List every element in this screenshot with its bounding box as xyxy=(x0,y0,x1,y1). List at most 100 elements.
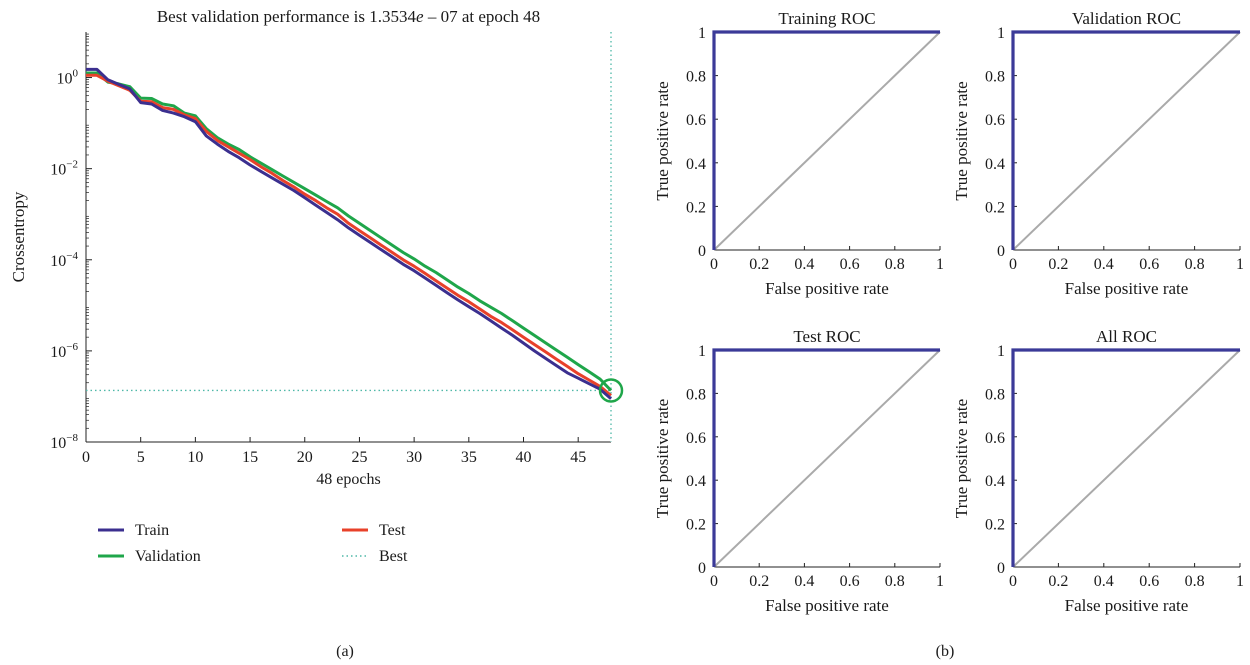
perf-x-tick-label: 30 xyxy=(406,449,422,466)
roc-validation-y-tick-label: 1 xyxy=(997,25,1005,42)
roc-test-x-tick-label: 0.4 xyxy=(794,573,814,590)
roc-test-y-tick-label: 0.6 xyxy=(686,430,706,447)
roc-validation-y-tick-label: 0 xyxy=(997,243,1005,260)
legend-label-test: Test xyxy=(379,522,406,539)
roc-training-x-tick-label: 0.6 xyxy=(840,256,860,273)
roc-training-y-tick-label: 0.4 xyxy=(686,156,706,173)
roc-validation-diagonal xyxy=(1012,31,1241,251)
roc-test-curve xyxy=(712,348,940,567)
roc-training-y-tick-label: 0 xyxy=(698,243,706,260)
roc-training-y-tick-label: 0.6 xyxy=(686,112,706,129)
roc-test-x-tick-label: 0.6 xyxy=(840,573,860,590)
roc-all-x-tick-label: 0.8 xyxy=(1185,573,1205,590)
roc-training-y-label: True positive rate xyxy=(653,81,672,200)
perf-x-tick-label: 10 xyxy=(187,449,203,466)
roc-validation-x-tick-label: 0.2 xyxy=(1048,256,1068,273)
roc-all-x-tick-label: 0.4 xyxy=(1094,573,1114,590)
roc-validation-x-label: False positive rate xyxy=(1065,279,1189,298)
train-line xyxy=(86,67,612,400)
roc-all-y-tick-label: 0 xyxy=(997,560,1005,577)
roc-test-x-tick-label: 0.8 xyxy=(885,573,905,590)
legend-label-validation: Validation xyxy=(135,548,201,565)
roc-all-y-tick-label: 0.2 xyxy=(985,517,1005,534)
perf-y-tick-label: 10−2 xyxy=(50,159,78,179)
perf-x-tick-label: 0 xyxy=(82,449,90,466)
roc-all-x-tick-label: 1 xyxy=(1236,573,1244,590)
roc-validation-x-tick-label: 1 xyxy=(1236,256,1244,273)
roc-validation-x-tick-label: 0.8 xyxy=(1185,256,1205,273)
perf-x-tick-label: 5 xyxy=(137,449,145,466)
roc-test-y-tick-label: 0.4 xyxy=(686,473,706,490)
perf-title: Best validation performance is 1.3534e –… xyxy=(157,7,540,26)
panel-label-b: (b) xyxy=(936,643,955,660)
roc-test-x-tick-label: 0.2 xyxy=(749,573,769,590)
perf-y-tick-label: 10−4 xyxy=(50,250,78,270)
roc-all-x-tick-label: 0.6 xyxy=(1139,573,1159,590)
roc-training-x-label: False positive rate xyxy=(765,279,889,298)
roc-validation-x-tick-label: 0 xyxy=(1009,256,1017,273)
perf-x-tick-label: 25 xyxy=(351,449,367,466)
roc-training-title: Training ROC xyxy=(778,9,875,28)
roc-test-title: Test ROC xyxy=(793,327,860,346)
roc-validation-y-tick-label: 0.4 xyxy=(985,156,1005,173)
perf-x-tick-label: 40 xyxy=(516,449,532,466)
roc-test-x-tick-label: 0 xyxy=(710,573,718,590)
roc-test-diagonal xyxy=(713,349,941,568)
perf-y-label: Crossentropy xyxy=(9,191,28,282)
roc-training-x-tick-label: 0.2 xyxy=(749,256,769,273)
roc-validation-y-label: True positive rate xyxy=(952,81,971,200)
perf-y-tick-label: 100 xyxy=(57,68,79,88)
roc-test-y-tick-label: 0.2 xyxy=(686,517,706,534)
roc-all-plot: All ROC 0 0.2 0.4 0.6 0.8 1 0 0.2 0.4 0.6 0.8 1 False… xyxy=(952,327,1244,615)
perf-x-label: 48 epochs xyxy=(316,471,380,488)
performance-legend: Train Validation Test Best xyxy=(98,522,408,565)
roc-training-y-tick-label: 1 xyxy=(698,25,706,42)
roc-validation-y-tick-label: 0.8 xyxy=(985,69,1005,86)
roc-test-y-label: True positive rate xyxy=(653,399,672,518)
roc-all-curve xyxy=(1011,348,1240,567)
perf-x-tick-label: 45 xyxy=(570,449,586,466)
roc-training-plot: Training ROC 0 0.2 0.4 0.6 0.8 1 0 0.2 0.4 0.6 0.8 1… xyxy=(653,9,944,298)
perf-x-tick-label: 20 xyxy=(297,449,313,466)
roc-test-y-tick-label: 0 xyxy=(698,560,706,577)
roc-validation-plot: Validation ROC 0 0.2 0.4 0.6 0.8 1 0 0.2 0.4 0.6 0.… xyxy=(952,9,1244,298)
roc-test-y-tick-label: 0.8 xyxy=(686,386,706,403)
perf-y-tick-label: 10−8 xyxy=(50,432,78,452)
roc-training-curve xyxy=(712,30,940,250)
panel-label-a: (a) xyxy=(336,643,354,660)
roc-training-y-tick-label: 0.8 xyxy=(686,69,706,86)
roc-test-plot: Test ROC 0 0.2 0.4 0.6 0.8 1 0 0.2 0.4 0.6 0.8 1 Fals… xyxy=(653,327,944,615)
roc-validation-x-tick-label: 0.4 xyxy=(1094,256,1114,273)
roc-validation-curve xyxy=(1011,30,1240,250)
perf-y-tick-label: 10−6 xyxy=(50,341,78,361)
roc-all-y-tick-label: 0.4 xyxy=(985,473,1005,490)
roc-training-x-tick-label: 0 xyxy=(710,256,718,273)
roc-all-y-label: True positive rate xyxy=(952,399,971,518)
roc-training-x-tick-label: 0.4 xyxy=(794,256,814,273)
roc-training-x-tick-label: 0.8 xyxy=(885,256,905,273)
roc-training-diagonal xyxy=(713,31,941,251)
best-point-marker xyxy=(598,378,624,403)
roc-all-y-tick-label: 1 xyxy=(997,343,1005,360)
perf-x-tick-label: 15 xyxy=(242,449,258,466)
performance-plot: Best validation performance is 1.3534e –… xyxy=(9,7,624,488)
roc-all-y-tick-label: 0.6 xyxy=(985,430,1005,447)
roc-all-x-label: False positive rate xyxy=(1065,596,1189,615)
legend-label-best: Best xyxy=(379,548,408,565)
roc-training-x-tick-label: 1 xyxy=(936,256,944,273)
roc-all-y-tick-label: 0.8 xyxy=(985,386,1005,403)
legend-label-train: Train xyxy=(135,522,169,539)
perf-x-tick-label: 35 xyxy=(461,449,477,466)
roc-all-diagonal xyxy=(1012,349,1241,568)
roc-test-x-tick-label: 1 xyxy=(936,573,944,590)
roc-all-x-tick-label: 0 xyxy=(1009,573,1017,590)
roc-plots: Training ROC 0 0.2 0.4 0.6 0.8 1 0 0.2 0.4 0.6 0.8 1… xyxy=(653,9,1244,615)
roc-training-y-tick-label: 0.2 xyxy=(686,199,706,216)
roc-validation-x-tick-label: 0.6 xyxy=(1139,256,1159,273)
roc-test-x-label: False positive rate xyxy=(765,596,889,615)
roc-validation-y-tick-label: 0.2 xyxy=(985,199,1005,216)
roc-test-y-tick-label: 1 xyxy=(698,343,706,360)
roc-all-title: All ROC xyxy=(1096,327,1157,346)
validation-line xyxy=(86,71,613,392)
